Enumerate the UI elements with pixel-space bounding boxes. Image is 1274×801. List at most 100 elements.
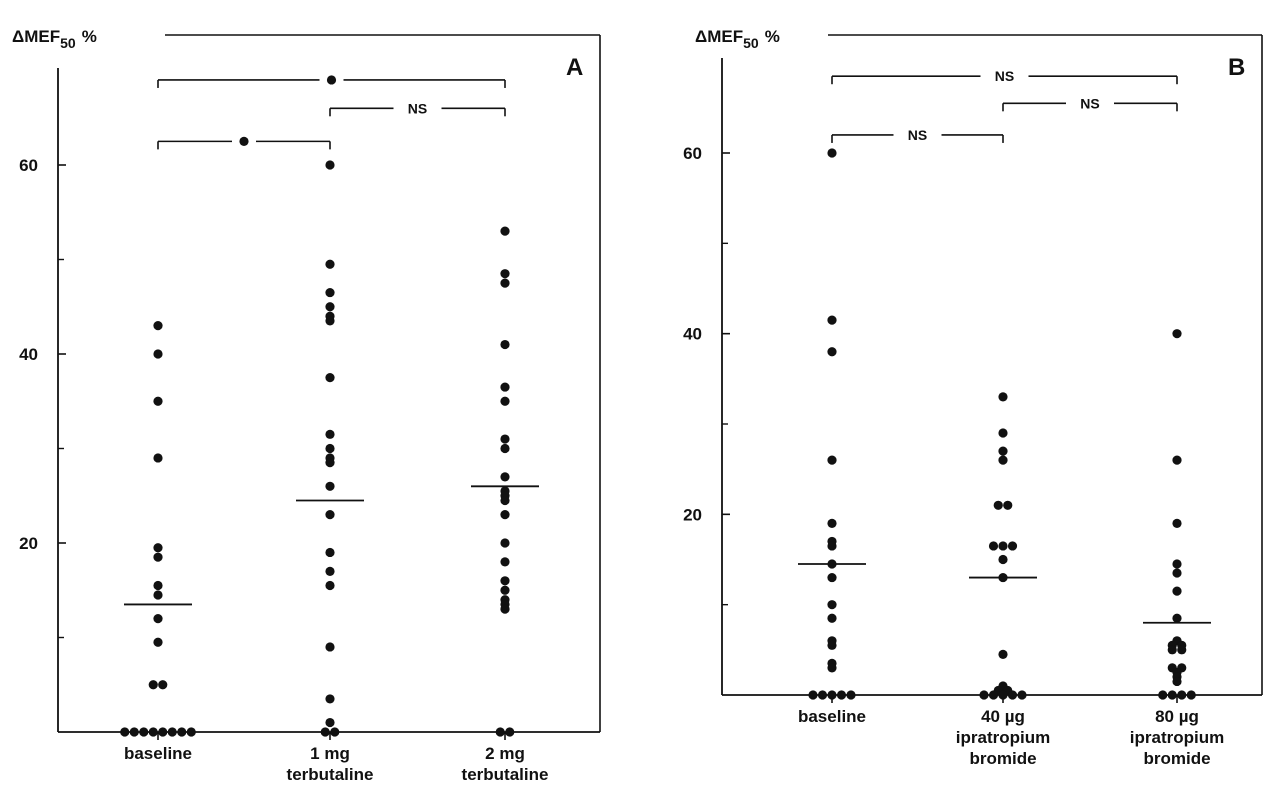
data-point	[120, 727, 130, 737]
data-point	[500, 557, 510, 567]
y-tick-label: 40	[19, 345, 38, 364]
data-point	[153, 543, 163, 553]
data-point	[1177, 690, 1187, 700]
data-point	[148, 727, 158, 737]
data-point	[325, 566, 335, 576]
chart-panel-a: ΔMEF50 % A 20 40 60 baseline 1 mg terbutaline 2 m…	[12, 27, 601, 784]
data-point	[979, 690, 989, 700]
x-tick-label: ipratropium	[1130, 728, 1224, 747]
y-tick-label: 20	[683, 505, 702, 524]
data-point	[129, 727, 139, 737]
significance-bracket: NS	[1002, 95, 1178, 112]
y-tick-label: 60	[19, 156, 38, 175]
data-point	[998, 455, 1008, 465]
x-tick-label: 40 µg	[981, 707, 1025, 726]
data-point	[998, 541, 1008, 551]
x-tick-label: bromide	[969, 749, 1036, 768]
data-point	[1172, 676, 1182, 687]
data-point	[1172, 613, 1182, 623]
y-tick-label: 40	[683, 325, 702, 344]
y-axis-title-prefix: ΔMEF	[695, 27, 743, 46]
data-point	[827, 347, 837, 357]
data-point	[1172, 518, 1182, 528]
data-point	[998, 690, 1008, 700]
bracket-label: *	[331, 71, 332, 73]
data-point	[998, 428, 1008, 438]
data-point	[153, 453, 163, 463]
data-point	[320, 727, 330, 737]
data-point	[827, 148, 837, 158]
data-point	[1172, 568, 1182, 578]
data-point	[153, 552, 163, 562]
data-point	[153, 614, 163, 624]
data-point	[827, 315, 837, 325]
data-point	[153, 590, 163, 600]
data-point	[153, 580, 163, 591]
y-axis-title-subscript: 50	[743, 35, 759, 51]
data-point	[153, 396, 163, 406]
data-point	[325, 547, 335, 558]
y-tick-label: 20	[19, 534, 38, 553]
data-point	[500, 538, 510, 548]
data-point	[158, 727, 168, 737]
data-point	[325, 510, 335, 520]
panel-label: B	[1228, 54, 1245, 81]
x-tick-label: terbutaline	[287, 765, 374, 784]
x-tick-label: terbutaline	[462, 765, 549, 784]
data-point	[500, 576, 510, 586]
data-point	[500, 604, 510, 614]
data-point	[1158, 690, 1168, 700]
significance-bracket: *	[157, 71, 506, 88]
data-point	[153, 637, 163, 647]
data-point	[139, 727, 149, 737]
chart-panel-b: ΔMEF50 % B 20 40 60 baseline 40 µg ipratropium br…	[683, 27, 1263, 768]
data-point	[500, 226, 510, 236]
data-point	[817, 690, 828, 700]
data-point	[500, 585, 510, 595]
data-point	[186, 727, 196, 737]
data-point	[325, 373, 335, 383]
data-point	[500, 495, 510, 506]
data-point	[325, 481, 335, 491]
data-point	[325, 302, 335, 312]
data-point	[505, 727, 515, 737]
data-point	[993, 500, 1003, 510]
data-point	[1177, 645, 1187, 655]
y-axis-title-unit: %	[82, 27, 97, 46]
data-point	[500, 472, 510, 482]
data-point	[495, 727, 505, 737]
x-tick-label: 2 mg	[485, 744, 525, 763]
data-point	[325, 458, 335, 468]
data-point	[827, 690, 837, 700]
x-tick-label: 80 µg	[1155, 707, 1199, 726]
bracket-label: NS	[1080, 95, 1099, 111]
data-point	[177, 727, 187, 737]
data-point	[325, 580, 335, 591]
data-point	[500, 510, 510, 520]
data-point	[500, 269, 510, 279]
data-point	[846, 690, 856, 700]
data-point	[1003, 500, 1013, 510]
data-point	[1007, 690, 1018, 700]
significance-star-marker	[239, 136, 249, 146]
y-axis-title-prefix: ΔMEF	[12, 27, 60, 46]
data-point	[167, 727, 177, 737]
data-point	[827, 640, 837, 650]
bracket-label: NS	[995, 68, 1014, 84]
bracket-label: NS	[408, 100, 427, 116]
data-point	[325, 717, 335, 728]
data-point	[325, 694, 335, 704]
data-point	[808, 690, 818, 700]
significance-bracket: NS	[831, 127, 1004, 143]
data-point	[1017, 690, 1027, 700]
data-point	[500, 434, 510, 444]
data-point	[325, 443, 335, 454]
data-point	[500, 278, 510, 288]
data-point	[1167, 645, 1177, 655]
significance-bracket: NS	[329, 100, 506, 117]
data-point	[153, 321, 163, 331]
y-axis-title: ΔMEF50%	[695, 27, 780, 51]
data-point	[998, 554, 1008, 565]
data-point	[325, 160, 335, 170]
